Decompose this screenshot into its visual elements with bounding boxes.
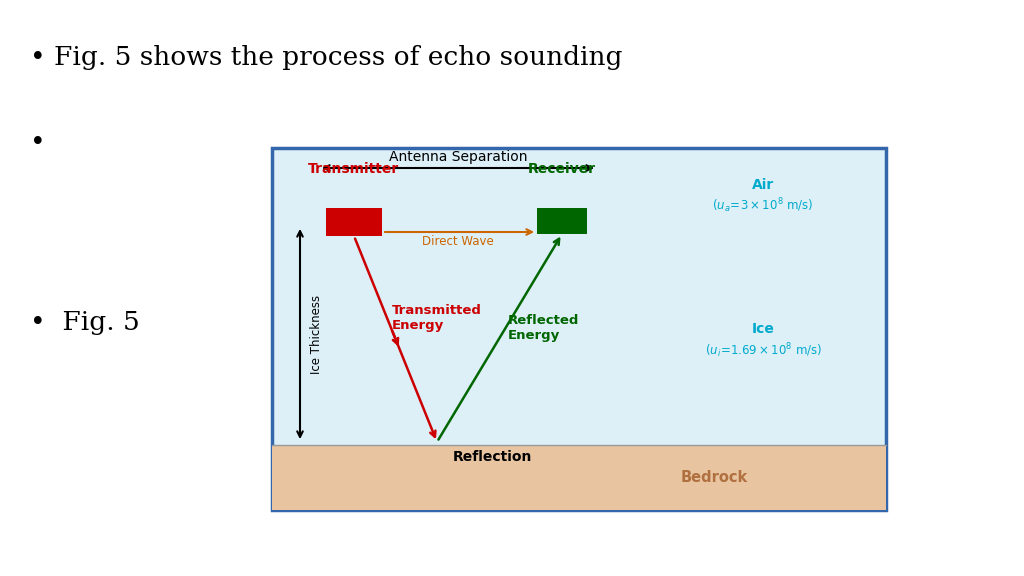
Text: Transmitted
Energy: Transmitted Energy xyxy=(392,304,482,332)
Text: Receiver: Receiver xyxy=(528,162,596,176)
Text: Reflection: Reflection xyxy=(453,450,531,464)
Text: Ice Thickness: Ice Thickness xyxy=(310,294,323,374)
Text: • Fig. 5 shows the process of echo sounding: • Fig. 5 shows the process of echo sound… xyxy=(30,45,623,70)
Bar xyxy=(326,208,382,236)
Text: Antenna Separation: Antenna Separation xyxy=(389,150,527,164)
Text: Direct Wave: Direct Wave xyxy=(422,235,494,248)
Text: Ice: Ice xyxy=(752,322,774,336)
Text: $(u_a\!=\!3 \times 10^8$ m/s): $(u_a\!=\!3 \times 10^8$ m/s) xyxy=(713,196,814,215)
Text: •  Fig. 5: • Fig. 5 xyxy=(30,310,139,335)
Text: Air: Air xyxy=(752,178,774,192)
Text: Bedrock: Bedrock xyxy=(681,470,748,485)
Text: Reflected
Energy: Reflected Energy xyxy=(508,314,579,342)
Bar xyxy=(537,208,587,234)
Text: •: • xyxy=(30,130,46,155)
Bar xyxy=(272,445,886,510)
Bar xyxy=(272,148,886,510)
Text: $(u_i\!=\!1.69 \times 10^8$ m/s): $(u_i\!=\!1.69 \times 10^8$ m/s) xyxy=(705,341,822,360)
Text: Transmitter: Transmitter xyxy=(308,162,399,176)
